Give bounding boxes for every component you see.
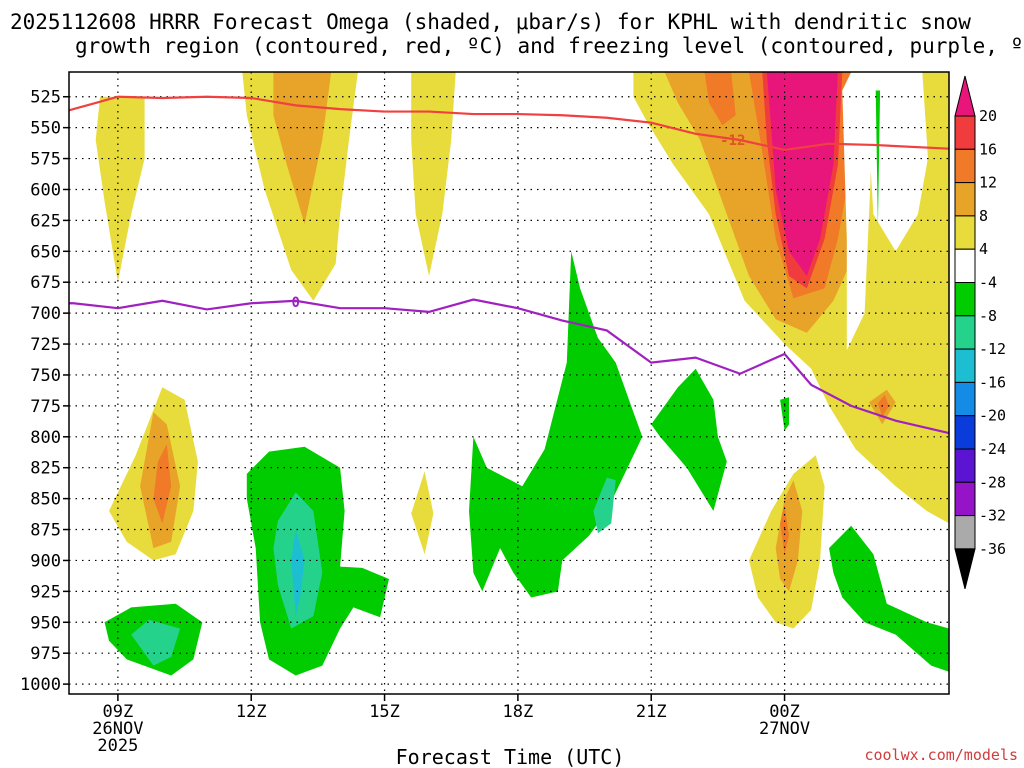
x-tick-label: 21Z — [636, 702, 667, 722]
omega-region-27 — [291, 529, 305, 617]
y-tick-label: 700 — [30, 304, 61, 324]
colorbar-label: 20 — [979, 107, 997, 125]
y-tick-label: 600 — [30, 180, 61, 200]
chart-title-line2: growth region (contoured, red, ºC) and f… — [75, 34, 1024, 58]
colorbar-swatch — [954, 348, 976, 383]
omega-region-10 — [704, 72, 736, 126]
colorbar-label: 4 — [979, 240, 988, 258]
colorbar-label: -36 — [979, 540, 1006, 558]
watermark: coolwx.com/models — [864, 746, 1018, 764]
omega-region-30 — [651, 368, 727, 511]
plot-frame — [68, 71, 950, 695]
y-tick-label: 625 — [30, 211, 61, 231]
x-tick-label: 26NOV — [92, 719, 143, 739]
colorbar-label: 12 — [979, 174, 997, 192]
colorbar-swatch-top — [954, 75, 976, 117]
y-tick-label: 525 — [30, 88, 61, 108]
y-tick-label: 975 — [30, 644, 61, 664]
omega-region-32 — [780, 397, 789, 431]
x-tick-label: 09Z — [103, 702, 134, 722]
dgz-minus12-contour — [68, 95, 950, 152]
omega-region-14 — [869, 72, 941, 252]
y-tick-label: 550 — [30, 119, 61, 139]
colorbar-swatch — [954, 248, 976, 283]
colorbar-label: -28 — [979, 473, 1006, 491]
y-tick-label: 750 — [30, 366, 61, 386]
colorbar-swatch — [954, 148, 976, 184]
omega-region-22 — [875, 90, 881, 227]
x-tick-label: 00Z — [769, 702, 800, 722]
colorbar-swatch — [954, 481, 976, 517]
colorbar-label: -20 — [979, 407, 1006, 425]
colorbar-label: 16 — [979, 140, 997, 158]
y-tick-label: 850 — [30, 490, 61, 510]
plot-area: -12 0 — [68, 71, 950, 695]
y-axis-ticks: 525 550 575 600 625 650 675 700 725 750 775 800 825 8… — [20, 88, 69, 695]
y-tick-label: 800 — [30, 428, 61, 448]
colorbar-label: -12 — [979, 340, 1006, 358]
omega-region-16 — [842, 72, 896, 351]
colorbar-label: 8 — [979, 207, 988, 225]
colorbar-swatch — [954, 182, 976, 217]
omega-region-2 — [273, 72, 332, 225]
freezing-level-contour — [69, 298, 950, 435]
y-tick-label: 875 — [30, 521, 61, 541]
colorbar-label: -32 — [979, 507, 1006, 525]
colorbar-label: -4 — [979, 274, 997, 292]
omega-region-15 — [922, 72, 949, 227]
omega-region-24 — [131, 619, 181, 666]
colorbar-swatch — [954, 282, 976, 317]
x-tick-label: 15Z — [369, 702, 400, 722]
colorbar-label: -24 — [979, 440, 1006, 458]
omega-region-7 — [411, 471, 434, 555]
x-tick-label: 2025 — [97, 736, 138, 756]
omega-region-18 — [775, 480, 803, 592]
x-tick-label: 27NOV — [759, 719, 810, 739]
omega-region-0 — [95, 96, 145, 283]
omega-shaded-regions — [95, 72, 949, 676]
omega-region-13 — [766, 72, 838, 276]
colorbar-swatch — [954, 381, 976, 417]
y-tick-label: 950 — [30, 613, 61, 633]
y-tick-label: 725 — [30, 335, 61, 355]
colorbar-swatch — [954, 515, 976, 550]
colorbar-swatch — [954, 115, 976, 150]
y-tick-label: 825 — [30, 459, 61, 479]
colorbar-swatch — [954, 215, 976, 250]
freezing-contour-label: 0 — [291, 295, 299, 311]
y-tick-label: 900 — [30, 551, 61, 571]
chart-title-line1: 2025112608 HRRR Forecast Omega (shaded, … — [10, 10, 971, 34]
x-tick-label: 12Z — [236, 702, 267, 722]
colorbar-label: -16 — [979, 373, 1006, 391]
colorbar-swatch — [954, 415, 976, 450]
y-tick-label: 675 — [30, 273, 61, 293]
colorbar: 20 16 12 8 4 -4 -8 -12 -16 -20 -24 -28 -32 -36 — [954, 75, 1006, 590]
y-tick-label: 1000 — [20, 675, 61, 695]
x-axis-label: Forecast Time (UTC) — [396, 745, 625, 768]
y-tick-label: 575 — [30, 150, 61, 170]
x-tick-label: 18Z — [503, 702, 534, 722]
colorbar-label: -8 — [979, 307, 997, 325]
y-tick-label: 650 — [30, 242, 61, 262]
omega-region-6 — [153, 444, 172, 524]
y-tick-label: 775 — [30, 397, 61, 417]
colorbar-swatch — [954, 315, 976, 350]
omega-region-3 — [411, 72, 456, 276]
omega-region-31 — [829, 525, 949, 672]
y-tick-label: 925 — [30, 582, 61, 602]
colorbar-swatch-bottom — [954, 548, 976, 590]
dgz-contour-label: -12 — [720, 133, 745, 149]
omega-region-29 — [593, 477, 616, 534]
colorbar-swatch — [954, 448, 976, 483]
contour-lines: -12 0 — [68, 95, 950, 435]
omega-region-21 — [877, 394, 889, 417]
